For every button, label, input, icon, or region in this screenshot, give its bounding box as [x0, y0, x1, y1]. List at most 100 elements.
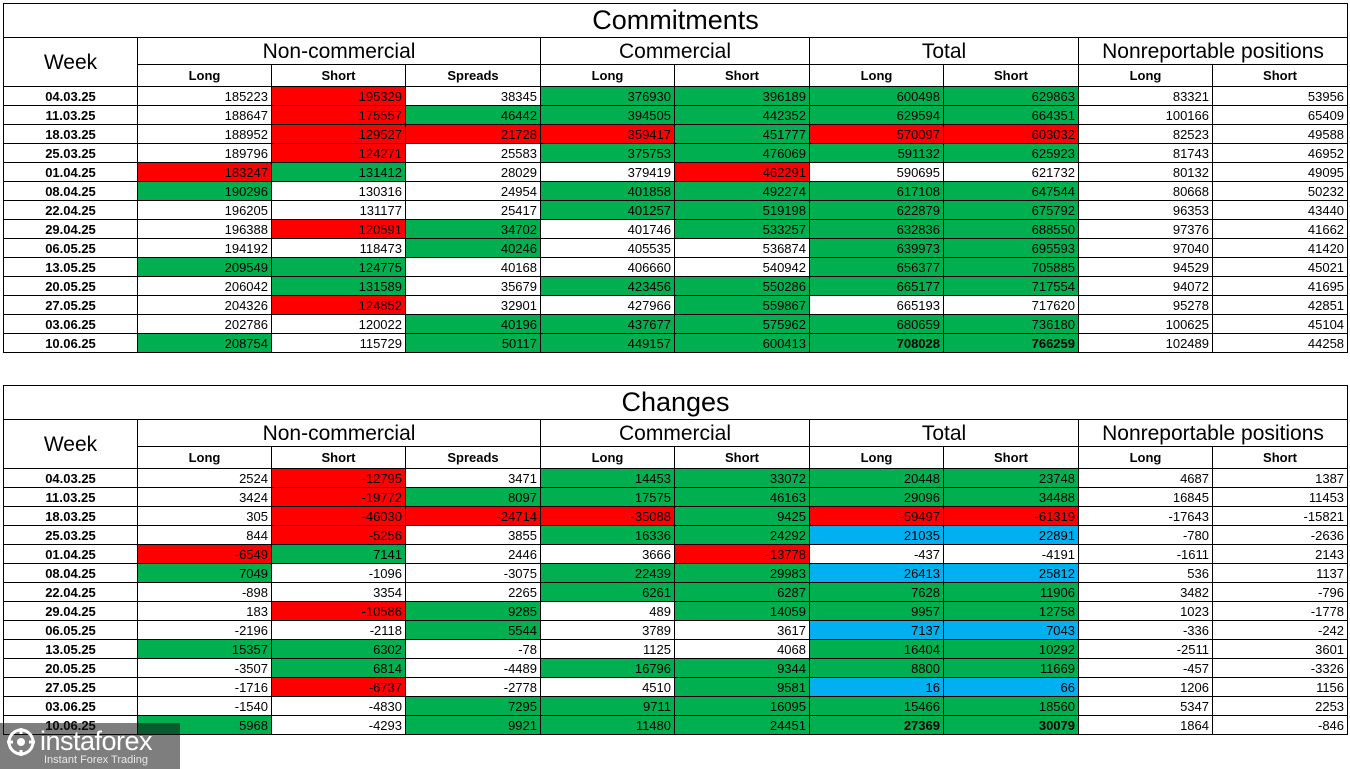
- value-cell: 6302: [271, 639, 406, 659]
- value-cell: -4830: [271, 696, 406, 716]
- value-cell: 5347: [1078, 696, 1213, 716]
- commitments-row: 06.05.25 194192 118473 40246 405535 536874 639…: [3, 238, 1349, 258]
- commitments-subheader-short: Short: [943, 64, 1079, 87]
- value-cell: -3507: [137, 658, 272, 678]
- week-cell: 01.04.25: [3, 544, 138, 564]
- value-cell: 24451: [674, 715, 810, 735]
- value-cell: 9344: [674, 658, 810, 678]
- week-cell: 08.04.25: [3, 181, 138, 201]
- value-cell: 9921: [405, 715, 541, 735]
- value-cell: 401858: [540, 181, 675, 201]
- changes-subheader-short: Short: [943, 446, 1079, 469]
- changes-title: Changes: [2, 385, 1349, 420]
- week-cell: 01.04.25: [3, 162, 138, 182]
- value-cell: 40168: [405, 257, 541, 277]
- value-cell: 24292: [674, 525, 810, 545]
- value-cell: -2511: [1078, 639, 1213, 659]
- value-cell: 29983: [674, 563, 810, 583]
- week-cell: 18.03.25: [3, 124, 138, 144]
- commitments-row: 22.04.25 196205 131177 25417 401257 519198 622…: [3, 200, 1349, 220]
- value-cell: 46952: [1211, 143, 1349, 163]
- value-cell: 695593: [943, 238, 1079, 258]
- week-cell: 29.04.25: [3, 601, 138, 621]
- instaforex-watermark: instaforex Instant Forex Trading: [0, 723, 180, 769]
- value-cell: -12795: [271, 468, 406, 488]
- value-cell: 16095: [674, 696, 810, 716]
- value-cell: 665177: [809, 276, 944, 296]
- value-cell: 33072: [674, 468, 810, 488]
- value-cell: 115729: [271, 333, 406, 353]
- value-cell: 49095: [1211, 162, 1349, 182]
- value-cell: 6814: [271, 658, 406, 678]
- week-cell: 25.03.25: [3, 525, 138, 545]
- value-cell: 194192: [137, 238, 272, 258]
- commitments-subheader-short: Short: [1211, 64, 1349, 87]
- value-cell: 22891: [943, 525, 1079, 545]
- value-cell: 600498: [809, 86, 944, 106]
- changes-row: 10.06.255968-429399211148024451273693007…: [3, 715, 1349, 735]
- value-cell: 442352: [674, 105, 810, 125]
- commitments-table: Commitments Week Non-commercial Commercial T…: [2, 3, 1349, 353]
- commitments-row: 13.05.25 209549 124775 40168 406660 540942 656…: [3, 257, 1349, 277]
- week-cell: 11.03.25: [3, 487, 138, 507]
- value-cell: 451777: [674, 124, 810, 144]
- value-cell: -5256: [271, 525, 406, 545]
- value-cell: 46442: [405, 105, 541, 125]
- value-cell: 16336: [540, 525, 675, 545]
- value-cell: 28029: [405, 162, 541, 182]
- value-cell: 394505: [540, 105, 675, 125]
- week-cell: 20.05.25: [3, 658, 138, 678]
- commitments-row: 10.06.25 208754 115729 50117 449157 600413 708…: [3, 333, 1349, 353]
- value-cell: 766259: [943, 333, 1079, 353]
- value-cell: 449157: [540, 333, 675, 353]
- value-cell: 20448: [809, 468, 944, 488]
- value-cell: 3482: [1078, 582, 1213, 602]
- commitments-group-commercial: Commercial: [540, 36, 810, 66]
- week-cell: 22.04.25: [3, 200, 138, 220]
- value-cell: 9425: [674, 506, 810, 526]
- value-cell: -4191: [943, 544, 1079, 564]
- value-cell: 536874: [674, 238, 810, 258]
- value-cell: 34702: [405, 219, 541, 239]
- value-cell: 462291: [674, 162, 810, 182]
- commitments-row: 25.03.25 189796 124271 25583 375753 476069 591…: [3, 143, 1349, 163]
- value-cell: 11906: [943, 582, 1079, 602]
- value-cell: 40196: [405, 314, 541, 334]
- value-cell: 647544: [943, 181, 1079, 201]
- value-cell: 664351: [943, 105, 1079, 125]
- commitments-row: 08.04.25 190296 130316 24954 401858 492274 617…: [3, 181, 1349, 201]
- changes-subheader-long: Long: [809, 446, 944, 469]
- value-cell: 120022: [271, 314, 406, 334]
- watermark-brand: instaforex: [40, 726, 153, 756]
- value-cell: 705885: [943, 257, 1079, 277]
- value-cell: 519198: [674, 200, 810, 220]
- value-cell: 41420: [1211, 238, 1349, 258]
- commitments-group-nonreportable-positions: Nonreportable positions: [1077, 36, 1349, 66]
- value-cell: 359417: [540, 124, 675, 144]
- value-cell: -2118: [271, 620, 406, 640]
- value-cell: 3354: [271, 582, 406, 602]
- value-cell: -15821: [1211, 506, 1349, 526]
- value-cell: 8800: [809, 658, 944, 678]
- value-cell: 83321: [1078, 86, 1213, 106]
- value-cell: -1540: [137, 696, 272, 716]
- value-cell: 1206: [1078, 677, 1213, 697]
- commitments-subheader-short: Short: [674, 64, 810, 87]
- value-cell: 4687: [1078, 468, 1213, 488]
- value-cell: -1096: [271, 563, 406, 583]
- commitments-subheader-long: Long: [540, 64, 675, 87]
- value-cell: 32901: [405, 295, 541, 315]
- value-cell: 50232: [1211, 181, 1349, 201]
- value-cell: 81743: [1078, 143, 1213, 163]
- watermark-tagline: Instant Forex Trading: [44, 754, 148, 766]
- value-cell: 617108: [809, 181, 944, 201]
- changes-subheader-spreads: Spreads: [405, 446, 541, 469]
- value-cell: 11480: [540, 715, 675, 735]
- value-cell: -846: [1211, 715, 1349, 735]
- week-cell: 25.03.25: [3, 143, 138, 163]
- value-cell: 124271: [271, 143, 406, 163]
- value-cell: 3789: [540, 620, 675, 640]
- value-cell: 9285: [405, 601, 541, 621]
- value-cell: 129527: [271, 124, 406, 144]
- value-cell: 656377: [809, 257, 944, 277]
